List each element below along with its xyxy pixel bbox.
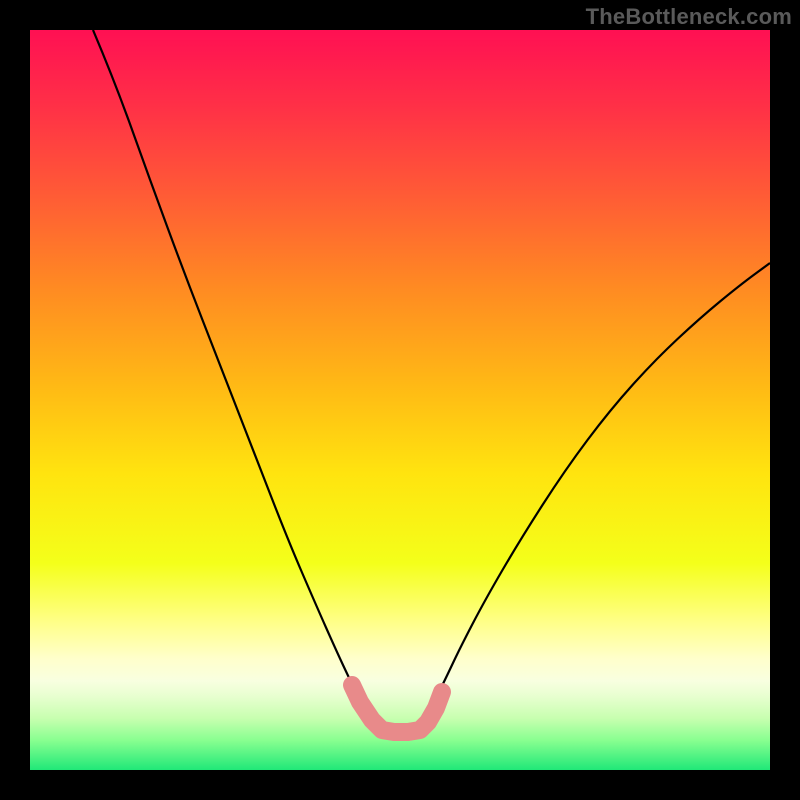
chart-canvas: TheBottleneck.com	[0, 0, 800, 800]
bottleneck-curve-chart	[30, 30, 770, 770]
watermark-text: TheBottleneck.com	[586, 4, 792, 30]
plot-area	[30, 30, 770, 770]
gradient-background	[30, 30, 770, 770]
